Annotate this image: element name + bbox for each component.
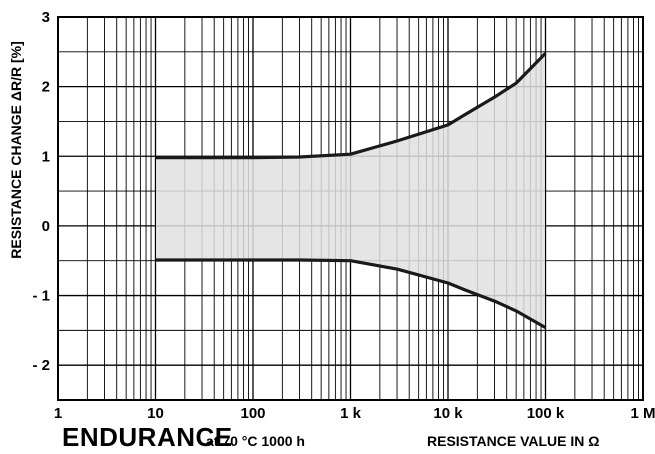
line-layer — [155, 52, 547, 329]
y-tick-label: 2 — [42, 79, 50, 96]
y-tick-label: - 1 — [32, 288, 50, 305]
upper-limit-line — [155, 52, 547, 160]
y-axis-label: RESISTANCE CHANGE ΔR/R [%] — [8, 41, 24, 258]
frame-layer — [57, 16, 644, 401]
x-tick-label: 1 — [54, 405, 62, 420]
y-tick-label: 0 — [42, 218, 50, 235]
x-axis-label: RESISTANCE VALUE IN Ω — [427, 433, 600, 449]
y-tick-label: - 2 — [32, 357, 50, 374]
chart-title: ENDURANCE — [62, 422, 233, 452]
x-tick-label: 100 k — [527, 405, 565, 420]
x-tick-label: 100 — [240, 405, 265, 420]
y-tick-label: 1 — [42, 148, 50, 165]
x-tick-label: 10 — [147, 405, 164, 420]
x-tick-label: 10 k — [433, 405, 463, 420]
plot-frame — [57, 16, 644, 401]
x-tick-label: 1 M — [630, 405, 655, 420]
x-tick-label: 1 k — [340, 405, 362, 420]
chart-subtitle: at 70 °C 1000 h — [206, 433, 305, 449]
y-tick-label: 3 — [42, 9, 50, 26]
lower-limit-line — [155, 258, 547, 329]
